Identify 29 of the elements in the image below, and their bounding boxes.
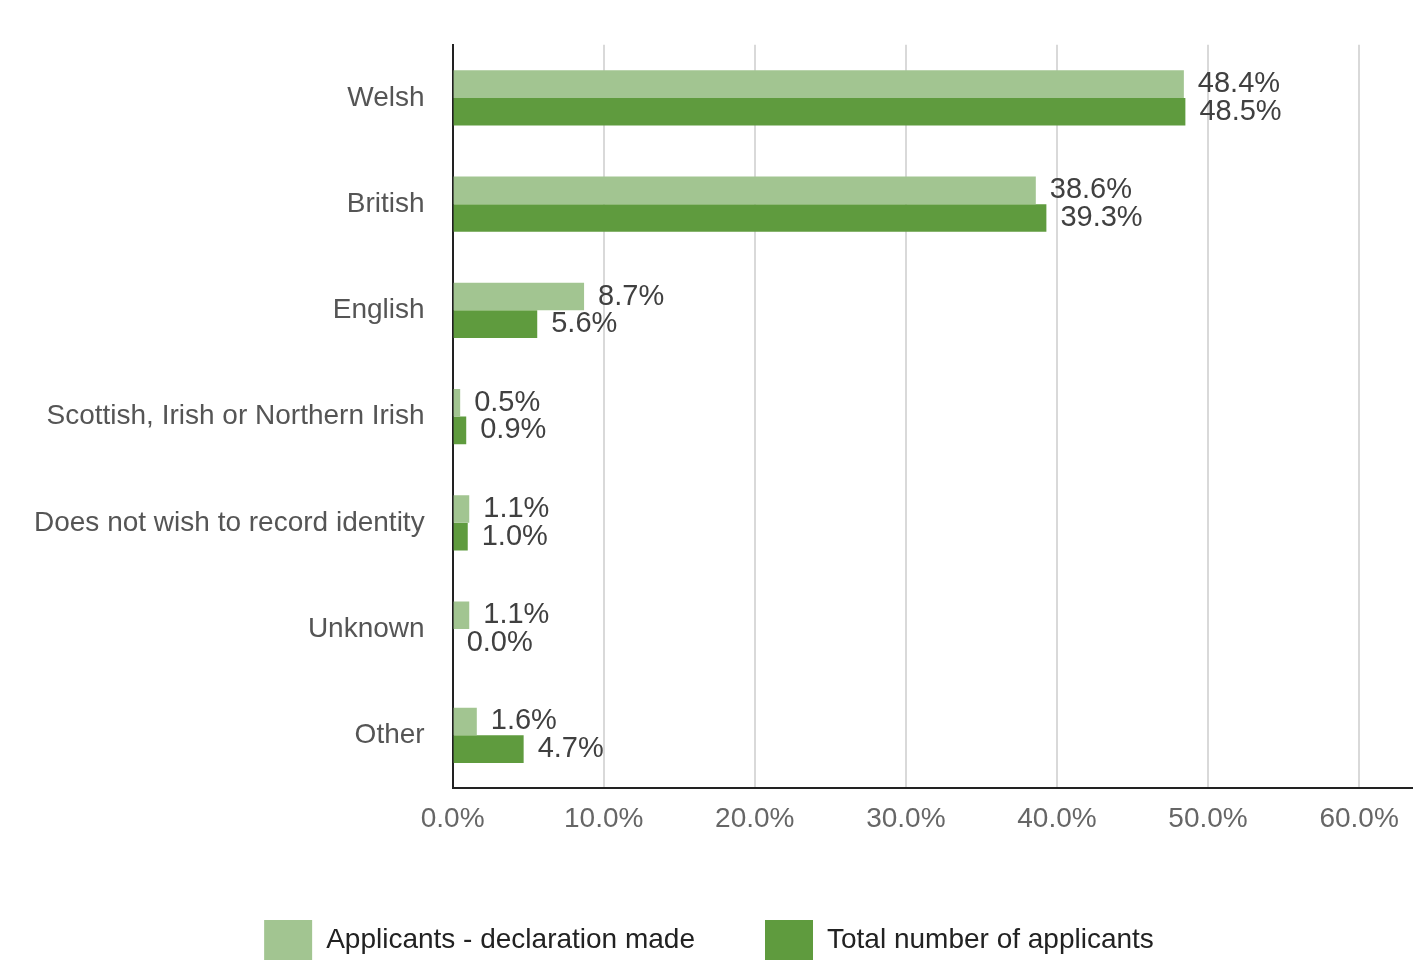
bar (453, 282, 585, 311)
y-tick-label: Welsh (347, 80, 425, 112)
bar (453, 495, 470, 523)
bar (453, 416, 467, 445)
bar (453, 388, 461, 417)
y-tick-label: British (346, 186, 425, 218)
bar (453, 707, 477, 736)
bar (453, 310, 538, 338)
x-tick-label: 10.0% (564, 801, 644, 833)
legend-label: Total number of applicants (827, 922, 1154, 954)
y-tick-label: Unknown (307, 611, 425, 643)
y-tick-label: English (332, 293, 425, 325)
x-tick-label: 20.0% (715, 801, 795, 833)
x-tick-label: 40.0% (1017, 801, 1097, 833)
y-tick-label: Does not wish to record identity (33, 505, 425, 537)
legend-label: Applicants - declaration made (326, 922, 696, 954)
bar (453, 204, 1047, 232)
bar (453, 601, 470, 630)
bar (453, 176, 1036, 205)
y-tick-label: Other (354, 718, 425, 749)
bar (453, 522, 468, 551)
x-tick-label: 0.0% (420, 801, 485, 833)
bar (453, 735, 524, 763)
bar (453, 70, 1184, 98)
bar (453, 97, 1186, 126)
x-tick-label: 50.0% (1168, 801, 1248, 833)
x-tick-label: 30.0% (866, 801, 946, 833)
y-tick-label: Scottish, Irish or Northern Irish (46, 399, 425, 431)
x-tick-label: 60.0% (1319, 801, 1399, 833)
